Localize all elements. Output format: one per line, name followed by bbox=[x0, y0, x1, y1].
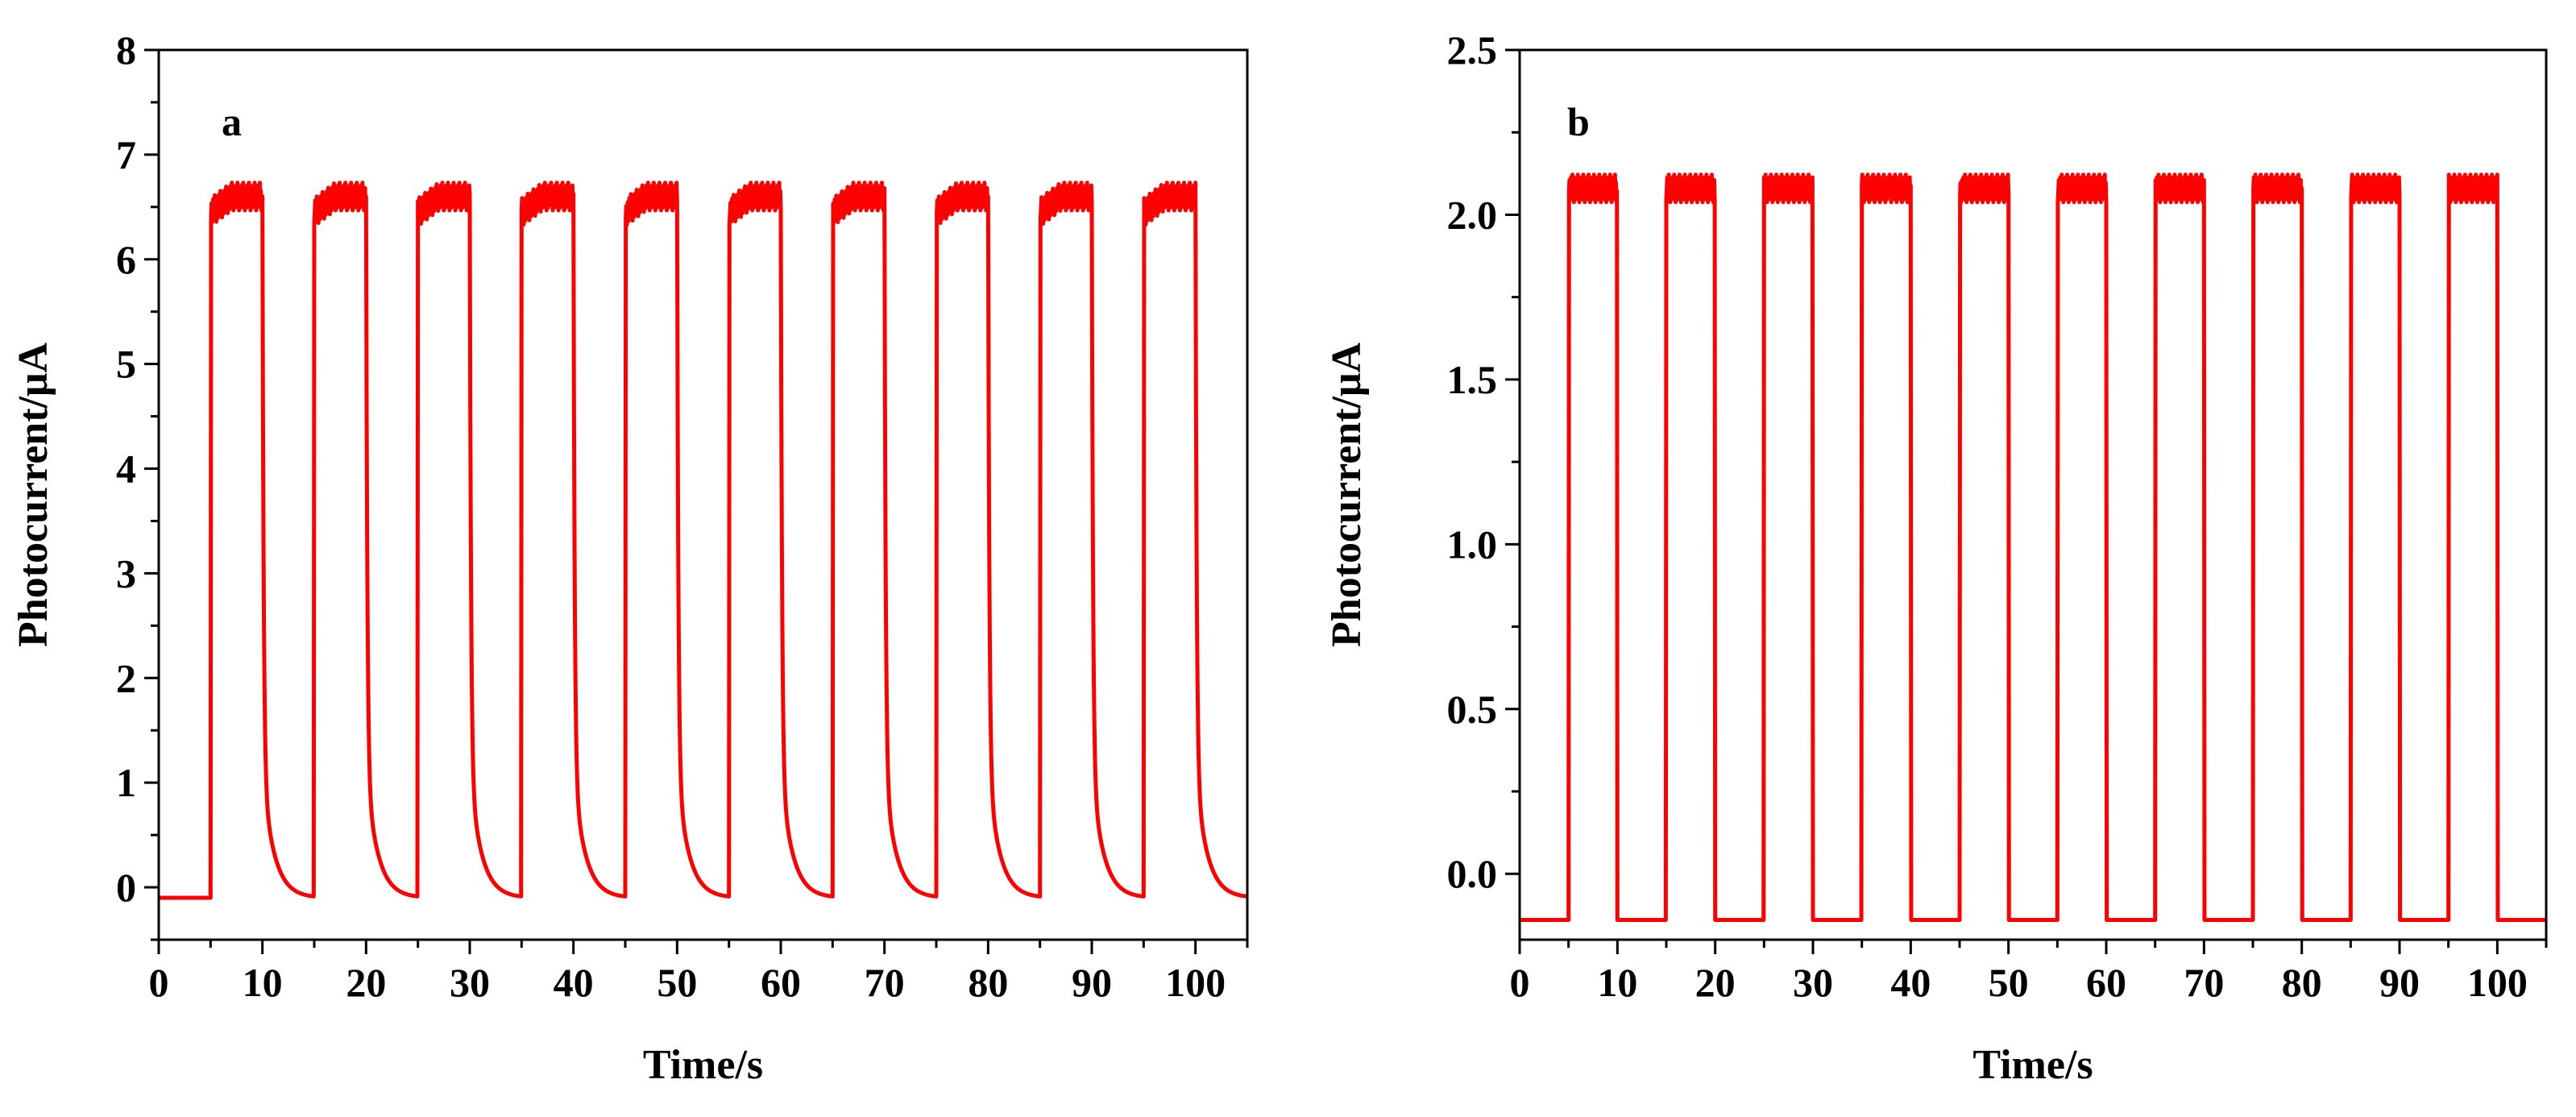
x-axis-title: Time/s bbox=[643, 1042, 763, 1088]
y-tick-label: 0.5 bbox=[1447, 687, 1498, 732]
chart-a: 0 10 20 30 40 50 60 70 80 90 100 0 1 2 3 4 5 6 7 8 Time/s Pho… bbox=[10, 27, 1249, 1088]
y-axis-title: Photocurrent/μA bbox=[10, 343, 56, 647]
y-tick-label: 0.0 bbox=[1447, 851, 1498, 896]
x-tick-label: 0 bbox=[149, 960, 169, 1005]
y-tick-label: 1 bbox=[116, 760, 136, 805]
x-axis-title: Time/s bbox=[1972, 1042, 2093, 1088]
y-tick-label: 4 bbox=[116, 446, 136, 492]
y-axis-title: Photocurrent/μA bbox=[1324, 343, 1370, 647]
y-tick-label: 7 bbox=[116, 132, 136, 177]
y-tick-label: 5 bbox=[116, 342, 136, 387]
y-tick-label: 2.0 bbox=[1447, 192, 1498, 237]
y-tick-label: 6 bbox=[116, 237, 136, 282]
x-tick-label: 10 bbox=[1597, 960, 1637, 1005]
y-tick-label: 2.5 bbox=[1447, 27, 1498, 73]
x-tick-label: 100 bbox=[1165, 960, 1226, 1005]
panel-label: a bbox=[222, 99, 242, 144]
x-tick-label: 30 bbox=[1793, 960, 1833, 1005]
x-tick-label: 80 bbox=[968, 960, 1008, 1005]
y-tick-label: 3 bbox=[116, 550, 136, 596]
plot-frame bbox=[1518, 48, 2548, 941]
x-tick-label: 70 bbox=[865, 960, 905, 1005]
x-tick-label: 50 bbox=[1989, 960, 2029, 1005]
y-tick-label: 1.0 bbox=[1447, 521, 1498, 567]
x-tick-label: 60 bbox=[2086, 960, 2126, 1005]
x-tick-label: 40 bbox=[1890, 960, 1931, 1005]
panel-label: b bbox=[1567, 99, 1590, 144]
x-tick-label: 90 bbox=[1072, 960, 1112, 1005]
x-tick-label: 80 bbox=[2282, 960, 2322, 1005]
x-tick-label: 20 bbox=[1695, 960, 1736, 1005]
series-line-photocurrent bbox=[1520, 172, 2546, 922]
x-tick-label: 30 bbox=[450, 960, 490, 1005]
chart-b: 0 10 20 30 40 50 60 70 80 90 100 0.0 0.5 1.0 1.5 2.0 2.5… bbox=[1324, 27, 2548, 1088]
x-tick-label: 100 bbox=[2467, 960, 2528, 1005]
x-tick-label: 40 bbox=[554, 960, 594, 1005]
x-tick-label: 70 bbox=[2184, 960, 2224, 1005]
x-tick-label: 10 bbox=[243, 960, 283, 1005]
y-tick-label: 0 bbox=[116, 865, 136, 910]
x-tick-label: 90 bbox=[2379, 960, 2420, 1005]
y-tick-label: 2 bbox=[116, 655, 136, 700]
x-tick-label: 20 bbox=[346, 960, 386, 1005]
series-line-photocurrent bbox=[159, 181, 1247, 900]
plot-frame bbox=[157, 48, 1249, 941]
x-tick-label: 50 bbox=[657, 960, 697, 1005]
x-tick-label: 0 bbox=[1510, 960, 1530, 1005]
y-tick-label: 8 bbox=[116, 27, 136, 73]
x-tick-label: 60 bbox=[761, 960, 801, 1005]
y-tick-label: 1.5 bbox=[1447, 357, 1498, 402]
